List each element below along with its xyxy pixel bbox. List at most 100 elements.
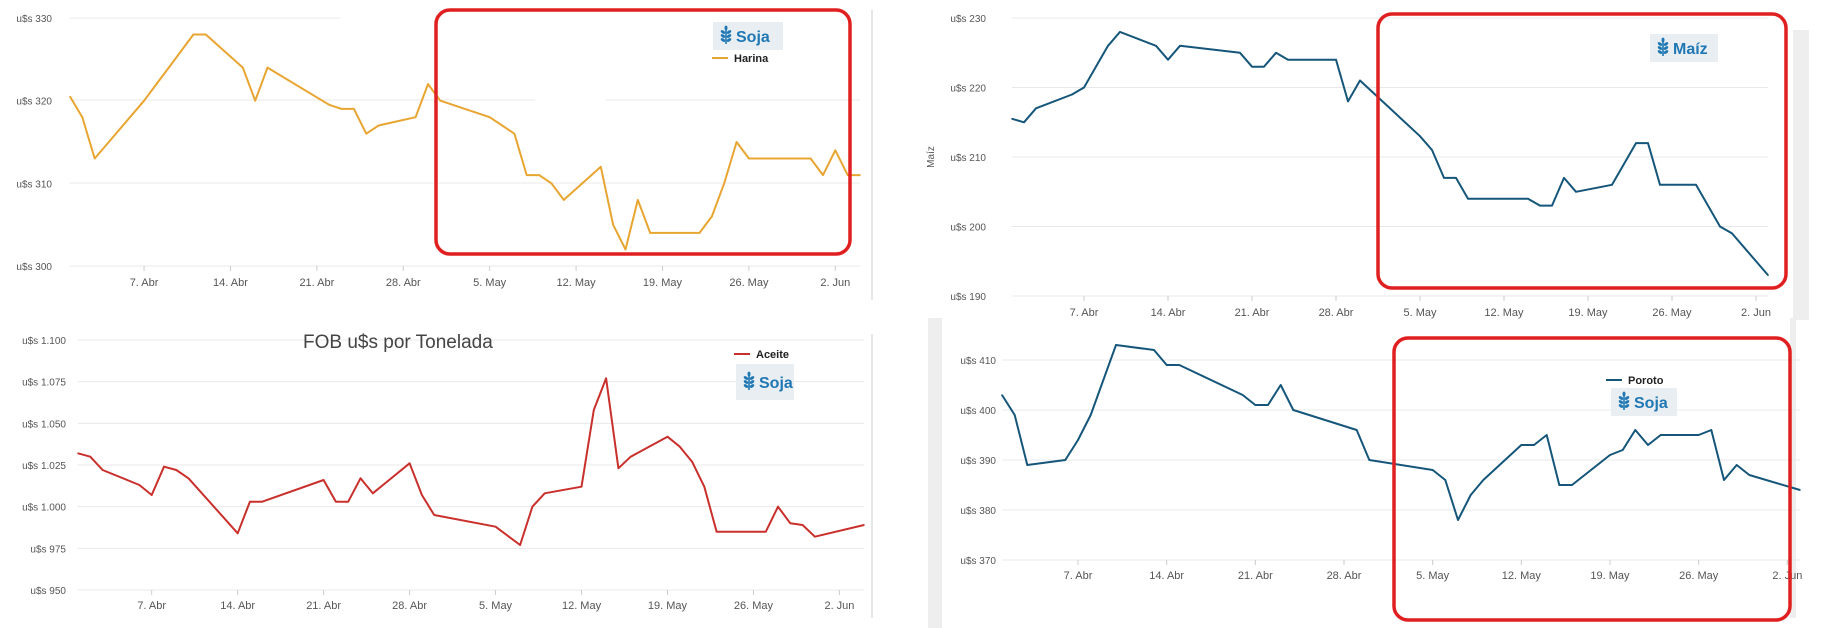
data-point [777,505,779,508]
data-point [340,108,343,110]
x-tick-label: 5. May [1416,570,1450,582]
data-point [1013,414,1016,416]
x-tick-label: 21. Abr [299,277,334,289]
data-point [801,524,804,526]
chart-harina: u$s 300 u$s 310 u$s 320 u$s 330 7. Abr 14. Ab… [16,8,873,300]
data-point [494,525,497,528]
chart-title: FOB u$s por Tonelada [303,332,493,353]
data-point [814,535,816,538]
wheat-tip [1661,37,1665,43]
data-point [1335,58,1337,61]
data-point [1647,142,1649,144]
x-tick-label: 21. Abr [1235,307,1270,319]
data-point [543,492,546,495]
data-point [143,99,145,102]
data-point [834,149,837,152]
data-point [1178,364,1181,366]
series-line-poroto [1001,344,1801,521]
series-line-aceite [77,377,865,546]
y-tick-label: u$s 310 [16,179,52,190]
data-point [715,530,718,533]
data-point [789,522,792,525]
x-tick-label: 14. Abr [1151,307,1186,319]
wheat-grain [749,384,755,388]
data-point [1719,225,1721,228]
data-point [1241,394,1244,396]
data-point [1275,51,1277,54]
panel-edge [1790,318,1796,618]
data-point [1292,409,1295,411]
data-point [1697,434,1700,436]
x-tick-label: 26. May [1679,570,1719,582]
wheat-icon [1657,37,1669,56]
data-point [81,116,84,118]
data-point [1155,45,1157,47]
wheat-grain [749,376,755,380]
data-point [1071,93,1073,96]
wheat-grain [1618,400,1624,404]
data-point [735,141,738,143]
panel-edge [928,318,942,628]
wheat-grain [1624,404,1630,408]
data-point [605,377,607,380]
y-tick-label: u$s 380 [960,506,996,517]
data-point [525,174,528,176]
legend-label: Harina [734,53,769,65]
data-point [138,484,141,486]
x-tick-label: 28. Abr [392,600,427,612]
x-tick-label: 5. May [473,277,507,289]
data-point [322,479,325,481]
series-line-harina [69,33,860,251]
x-tick-label: 19. May [648,600,688,612]
data-point [353,108,355,110]
wheat-tip [724,25,728,31]
wheat-grain [726,34,732,38]
data-point [1064,459,1067,461]
data-point [347,500,349,503]
data-point [1355,429,1358,431]
data-point [242,66,244,69]
data-point [1748,474,1751,476]
data-point [488,116,491,118]
data-point [599,166,602,168]
data-point [1254,404,1257,406]
data-point [1575,190,1577,193]
y-tick-label: u$s 300 [16,262,52,273]
legend-label: Poroto [1628,375,1664,387]
data-point [846,174,849,176]
x-tick-label: 12. May [562,600,602,612]
wheat-grain [1618,396,1624,400]
wheat-icon [720,25,732,44]
data-point [236,532,239,535]
wheat-grain [743,380,749,384]
y-tick-label: u$s 400 [960,406,996,417]
y-tick-label: u$s 210 [950,153,986,164]
highlight-box [434,8,852,256]
data-point [1539,204,1541,207]
x-tick-label: 2. Jun [824,600,854,612]
panel-edge [1793,30,1809,320]
wheat-grain [743,384,749,388]
data-point [1179,45,1181,47]
data-point [163,465,165,468]
data-point [433,514,435,516]
data-point [371,492,374,495]
wheat-icon [743,371,755,390]
data-point [538,174,540,176]
data-point [519,544,521,546]
data-point [649,232,651,234]
data-point [859,174,861,176]
wheat-tip [747,371,751,377]
data-point [809,157,812,160]
x-tick-label: 7. Abr [1070,307,1099,319]
x-tick-label: 28. Abr [386,277,421,289]
y-tick-label: u$s 330 [16,14,52,25]
data-point [1419,135,1421,137]
logo-badge: Soja [713,22,783,50]
data-point [1359,79,1361,82]
data-point [1026,464,1029,466]
data-point [764,530,767,533]
data-point [1035,107,1037,110]
x-tick-label: 12. May [557,277,597,289]
x-tick-label: 19. May [1568,307,1608,319]
